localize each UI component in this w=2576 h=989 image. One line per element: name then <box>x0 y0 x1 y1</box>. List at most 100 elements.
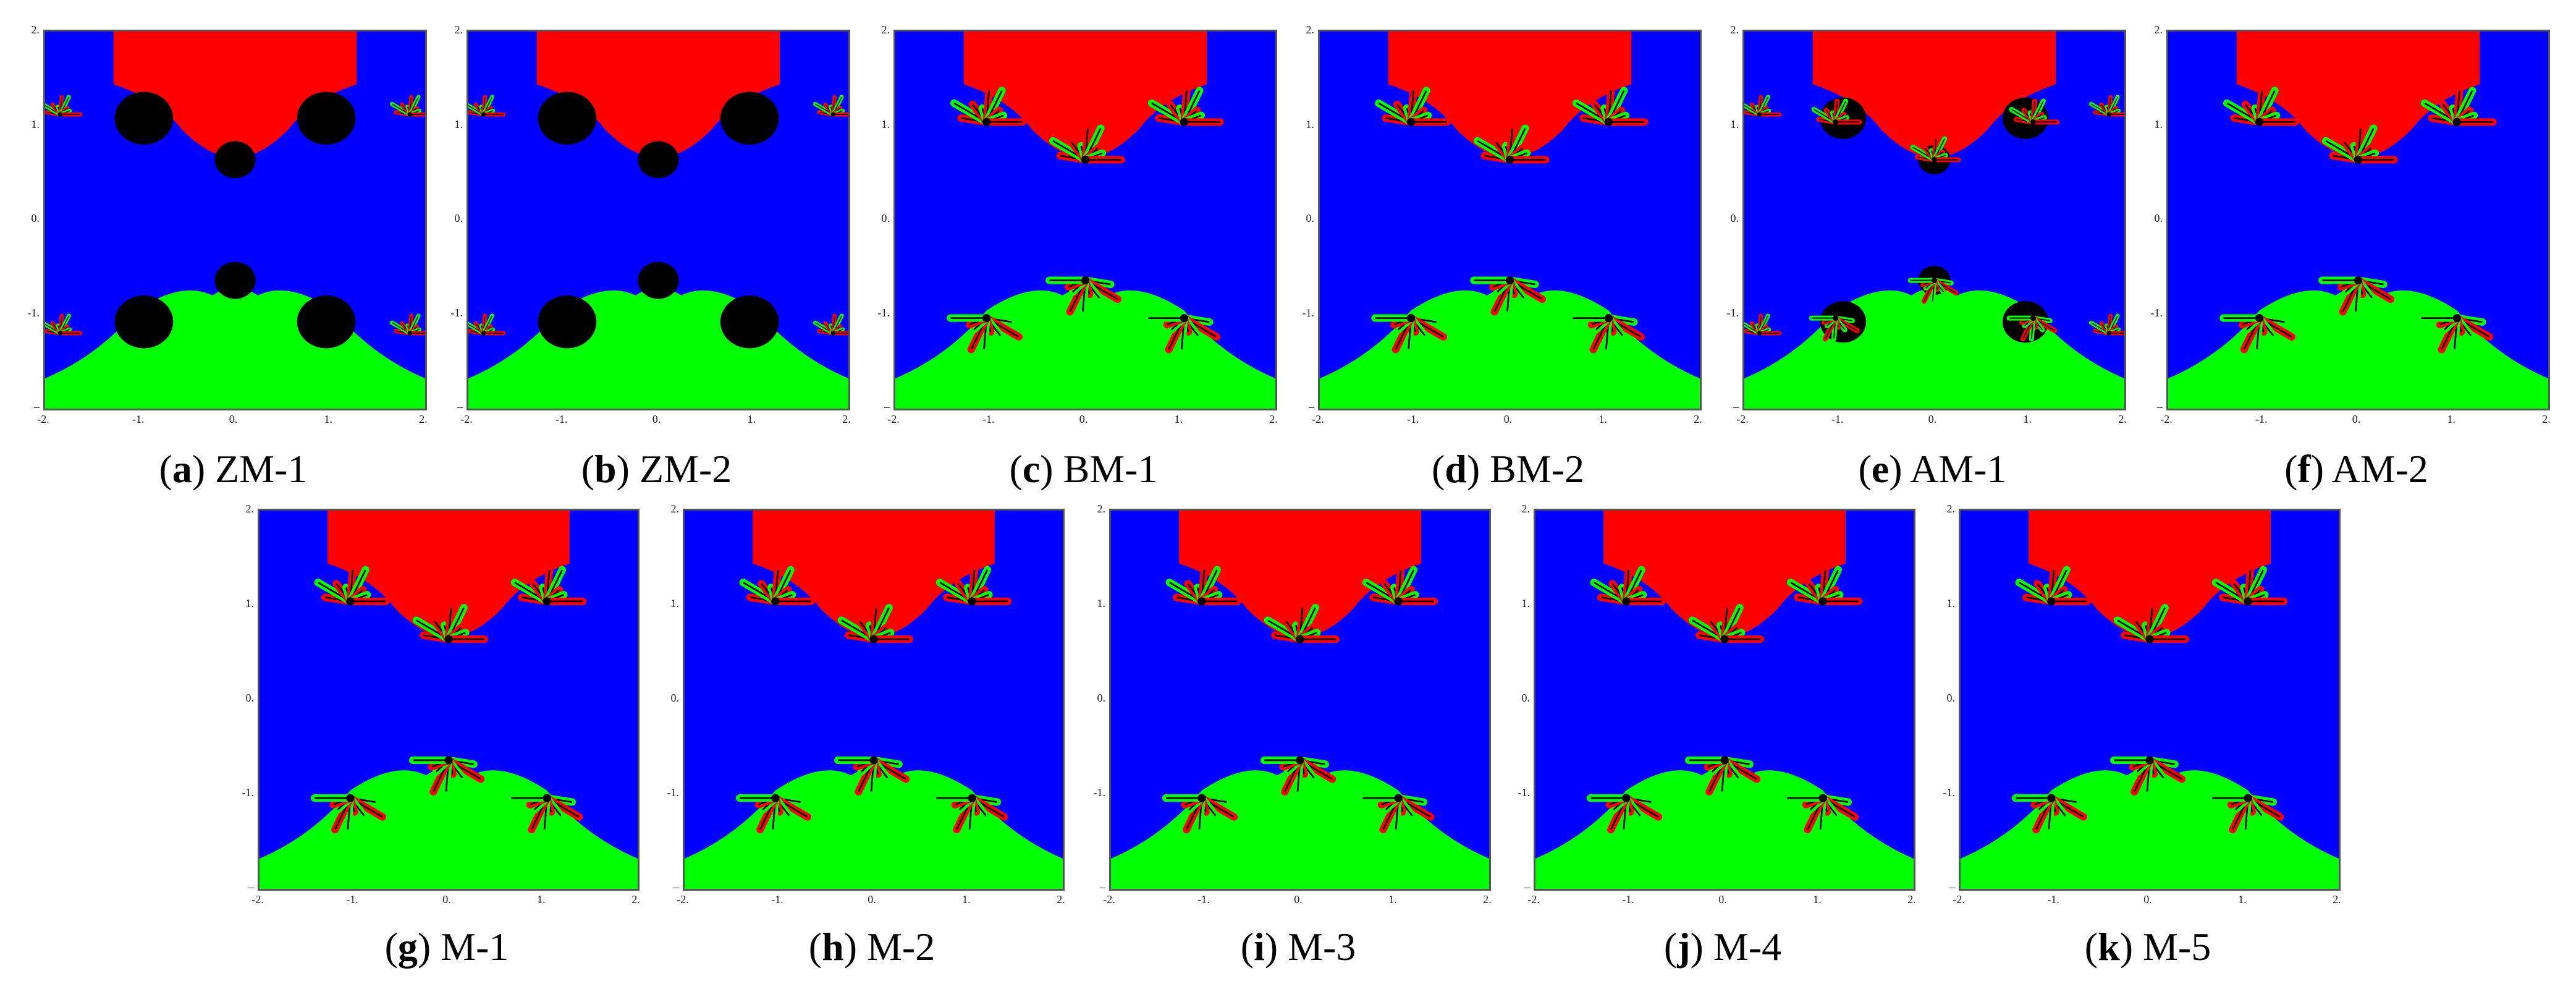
fractal-cluster <box>837 604 913 643</box>
divergent-region <box>538 91 597 145</box>
fractal-cluster <box>1165 566 1241 606</box>
basin-plot-h <box>683 509 1065 891</box>
x-tick-label: 2. <box>842 413 851 425</box>
fractal-cluster <box>2011 794 2088 834</box>
x-tick-label: 1. <box>2238 893 2247 906</box>
x-tick-label: 1. <box>2023 413 2032 425</box>
fractal-cluster <box>314 566 390 606</box>
y-tick-label: 2. <box>1521 503 1531 515</box>
y-tick-label: 2. <box>670 503 680 515</box>
y-tick-label: – <box>248 881 254 893</box>
x-tick-label: -2. <box>37 413 49 425</box>
red-basin <box>327 511 570 636</box>
fractal-cluster <box>389 95 425 117</box>
fractal-cluster <box>1362 566 1438 606</box>
fractal-cluster <box>2088 95 2124 117</box>
fractal-cluster <box>2417 314 2493 354</box>
panel-caption: (g) M-1 <box>384 925 509 969</box>
panel-caption: (a) ZM-1 <box>159 447 308 491</box>
y-tick-label: 1. <box>881 117 890 130</box>
fractal-cluster <box>1147 87 1224 126</box>
y-tick-label: 1. <box>670 597 680 609</box>
y-tick-label: 2. <box>1097 503 1106 515</box>
fractal-cluster <box>1162 794 1238 834</box>
divergent-region <box>638 261 679 299</box>
red-basin <box>2236 32 2480 156</box>
x-tick-label: 1. <box>1174 413 1183 425</box>
x-tick-label: -2. <box>251 893 264 906</box>
y-tick-label: -1. <box>1518 786 1531 799</box>
y-tick-label: 1. <box>2154 117 2163 130</box>
y-tick-label: 0. <box>454 212 463 224</box>
y-tick-label: -1. <box>27 306 40 319</box>
x-tick-label: 0. <box>229 413 238 425</box>
y-tick-label: 2. <box>1730 23 1739 36</box>
y-tick-label: 2. <box>454 23 463 36</box>
fractal-cluster <box>1264 604 1340 643</box>
fractal-cluster <box>2219 314 2296 354</box>
basin-image <box>2168 32 2548 409</box>
y-tick-label: 2. <box>1306 23 1315 36</box>
y-tick-label: 1. <box>1306 117 1315 130</box>
x-tick-label: 1. <box>324 413 333 425</box>
divergent-region <box>638 141 679 179</box>
basin-image <box>895 32 1275 409</box>
y-tick-label: 0. <box>31 212 40 224</box>
y-tick-label: 0. <box>2154 212 2163 224</box>
fractal-cluster <box>2322 124 2398 164</box>
x-tick-label: -2. <box>1736 413 1749 425</box>
x-tick-label: 2. <box>2542 413 2551 425</box>
fractal-cluster <box>813 313 848 336</box>
basin-plot-k <box>1959 509 2341 891</box>
y-tick-label: – <box>34 401 40 413</box>
x-tick-label: 1. <box>1598 413 1608 425</box>
x-tick-label: -2. <box>1527 893 1540 906</box>
x-tick-label: -1. <box>2255 413 2268 425</box>
basin-image <box>1535 511 1914 889</box>
x-tick-label: 0. <box>1079 413 1088 425</box>
fractal-cluster <box>1572 87 1649 126</box>
panel-caption: (i) M-3 <box>1240 925 1356 969</box>
y-tick-label: 2. <box>245 503 255 515</box>
basin-image <box>1320 32 1700 409</box>
x-tick-label: 2. <box>631 893 640 906</box>
y-tick-label: 0. <box>1946 692 1956 704</box>
panel-caption: (b) ZM-2 <box>581 447 732 491</box>
basin-plot-g <box>258 509 640 891</box>
x-tick-label: -2. <box>460 413 473 425</box>
x-tick-label: 2. <box>419 413 428 425</box>
fractal-cluster <box>510 566 587 606</box>
fractal-cluster <box>468 95 506 117</box>
fractal-cluster <box>1261 756 1337 796</box>
y-tick-label: -1. <box>1726 306 1739 319</box>
x-tick-label: 2. <box>1483 893 1492 906</box>
divergent-region <box>538 295 597 349</box>
y-tick-label: – <box>457 401 463 413</box>
x-tick-label: 1. <box>747 413 756 425</box>
red-basin <box>963 32 1207 156</box>
basin-plot-j <box>1534 509 1915 891</box>
panel-method-name: ZM-2 <box>639 447 732 491</box>
y-tick-label: 1. <box>31 117 40 130</box>
fractal-cluster <box>1685 756 1761 796</box>
x-tick-label: 0. <box>1503 413 1513 425</box>
basin-plot-a <box>43 30 427 410</box>
fractal-cluster <box>2113 604 2189 643</box>
divergent-region <box>720 295 779 349</box>
fractal-cluster <box>2009 98 2060 125</box>
fractal-cluster <box>45 313 83 336</box>
panel-method-name: BM-1 <box>1063 447 1158 491</box>
x-tick-label: -1. <box>1407 413 1419 425</box>
y-tick-label: 0. <box>1097 692 1106 704</box>
basin-image <box>1111 511 1489 889</box>
panel-method-name: ZM-1 <box>215 447 308 491</box>
fractal-cluster <box>935 566 1012 606</box>
fractal-cluster <box>1045 276 1121 316</box>
x-tick-label: -1. <box>1197 893 1210 906</box>
y-tick-label: 0. <box>1306 212 1315 224</box>
y-tick-label: 2. <box>881 23 890 36</box>
x-tick-label: 0. <box>442 893 451 906</box>
divergent-region <box>214 261 256 299</box>
y-tick-label: – <box>674 881 679 893</box>
fractal-cluster <box>2088 313 2124 336</box>
